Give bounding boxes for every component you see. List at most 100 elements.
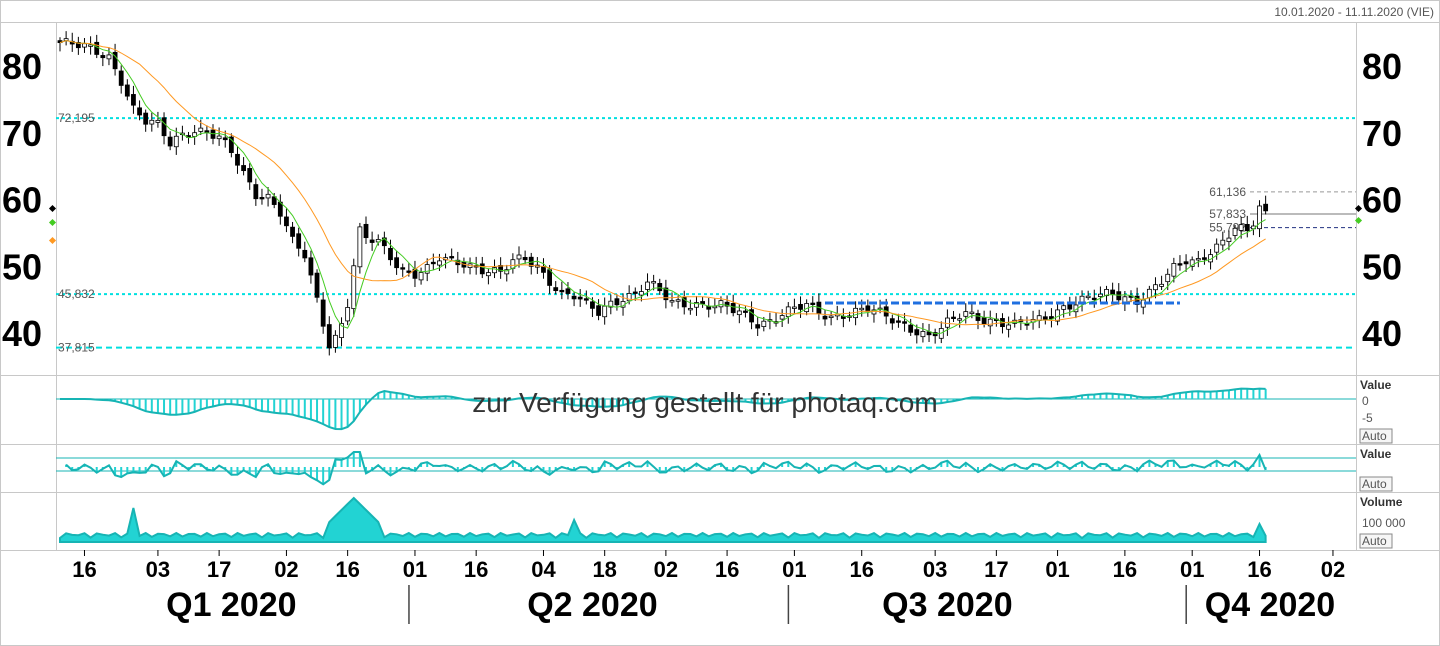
candle [645,281,650,290]
indicator-2-auto-button[interactable]: Auto [1359,476,1393,492]
volume-panel: Volume 100 000 Auto [0,495,1440,551]
candle [828,315,834,318]
candle [394,257,400,269]
y-tick-label: 40 [2,313,42,354]
x-tick-label: 03 [923,557,947,582]
candle [1085,295,1091,299]
candle [608,300,614,308]
candle [565,288,571,294]
candle [743,310,748,313]
candle [1220,239,1226,246]
candle [271,196,277,205]
indicator-1-label: Value [1360,378,1392,392]
indicator-1-panel: Value 0 -5 Auto [0,378,1440,445]
x-tick-label: 02 [274,557,298,582]
candle [430,261,436,265]
candle [216,135,222,140]
candle [449,256,455,259]
indicator-1-bars [56,387,1356,431]
candle [479,263,485,275]
x-tick-label: 16 [72,557,96,582]
candle [681,297,687,308]
candle [241,165,247,172]
candle [675,299,681,302]
candle [749,309,754,323]
candle [308,257,314,276]
candle [388,247,393,261]
candle [1232,227,1238,236]
candle [779,315,785,320]
candle [88,44,93,47]
candle [755,324,761,329]
candle [222,137,228,141]
indicator-2-label: Value [1360,447,1392,461]
candle [155,119,161,123]
indicator-2-line [65,451,1267,486]
y-tick-label: 50 [1362,246,1402,287]
candle [951,316,956,320]
candle [785,306,791,317]
candle [137,107,142,116]
x-tick-label: 17 [984,557,1008,582]
candle [302,249,308,259]
candle [204,130,210,133]
ma-long-line [59,40,1266,326]
quarter-label: Q4 2020 [1205,586,1335,624]
indicator-1-auto-button[interactable]: Auto [1359,428,1393,444]
candle [106,54,112,60]
candle [602,305,608,318]
candle [981,317,987,325]
candle [351,265,357,310]
candle [1061,305,1067,310]
x-tick-label: 16 [715,557,739,582]
x-tick-label: 16 [335,557,359,582]
candle [810,302,816,305]
x-tick-label: 02 [1321,557,1345,582]
candle [571,295,577,300]
x-tick-label: 18 [592,557,616,582]
candle [357,226,363,268]
candle [1189,259,1195,267]
x-tick-label: 03 [146,557,170,582]
candle [687,307,693,311]
candle [1091,297,1097,301]
volume-auto-button[interactable]: Auto [1359,533,1393,549]
x-tick-label: 01 [403,557,427,582]
candle [339,323,344,338]
candle [1159,283,1164,287]
level-label: 72,195 [58,111,95,125]
candle [131,94,136,106]
x-tick-label: 16 [849,557,873,582]
candle [400,267,406,270]
candle [437,260,442,266]
candle [1049,316,1054,320]
candle [363,223,369,239]
y-tick-label: 60 [2,180,42,221]
candle [1226,237,1232,242]
volume-label: Volume [1360,495,1403,509]
indicator-2-panel: Value Auto [0,447,1440,493]
marker [48,236,57,245]
candle [1171,263,1177,277]
candle [192,132,198,137]
candle [792,306,797,309]
candle [94,41,100,55]
candle [626,293,632,302]
indicator-2-auto-label: Auto [1362,477,1387,491]
level-label: 45,832 [58,287,95,301]
candle [418,272,424,281]
candle [112,51,118,70]
candle [651,281,657,284]
candle [82,43,87,48]
candle [889,318,895,324]
candle [1110,289,1116,295]
candle [265,193,271,199]
candle [424,264,430,274]
quarter-label: Q3 2020 [882,586,1012,624]
candle [1214,243,1220,253]
candle [326,324,332,349]
candle [198,127,204,132]
candle [1042,316,1048,320]
candle [700,301,705,305]
